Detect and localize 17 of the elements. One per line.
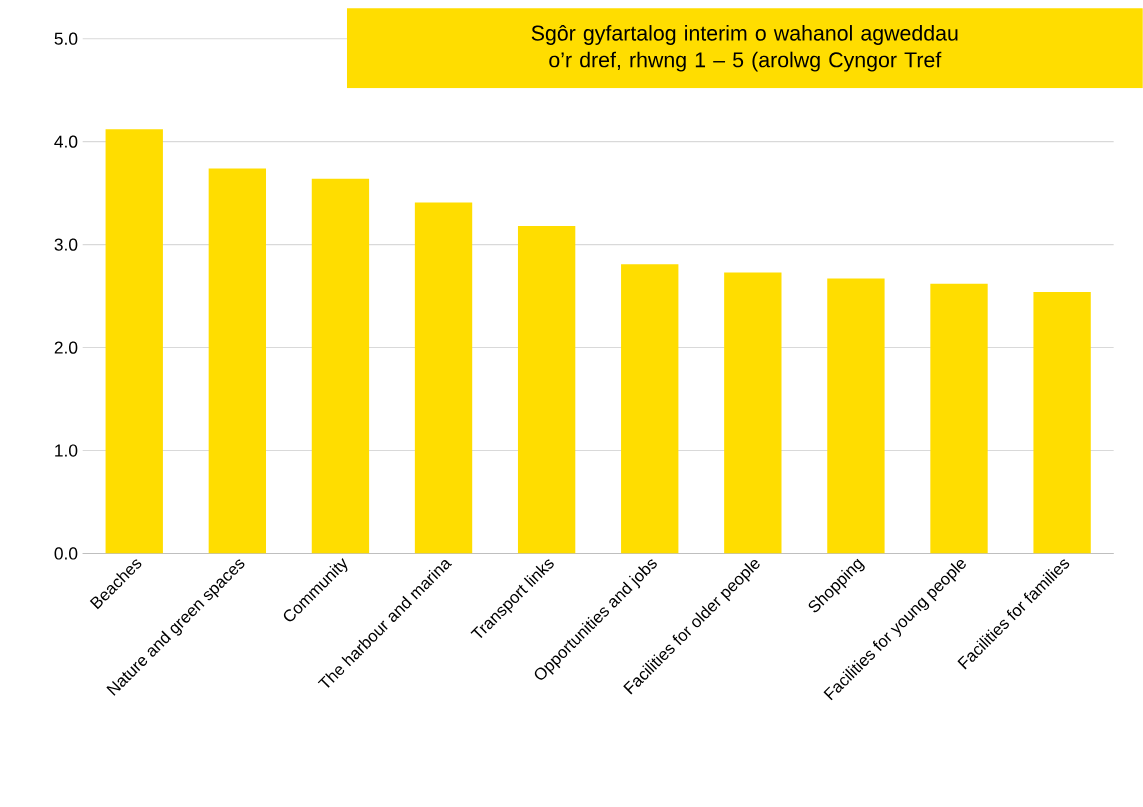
chart-title: Sgôr gyfartalog interim o wahanol agweddau o’r dref, rhwng 1 – 5 (arolwg Cyngor Tref <box>531 24 958 72</box>
y-tick-label: 2.0 <box>54 341 78 354</box>
bar <box>208 168 267 554</box>
bar <box>724 272 782 554</box>
bar <box>414 202 473 554</box>
bar <box>1033 292 1091 554</box>
y-tick-label: 0.0 <box>54 547 78 560</box>
bar <box>517 226 576 554</box>
bar <box>105 129 163 554</box>
bar <box>621 264 679 554</box>
y-tick-label: 5.0 <box>54 32 78 45</box>
bar <box>930 283 988 554</box>
y-tick-label: 4.0 <box>54 135 78 148</box>
bar <box>311 178 370 554</box>
y-tick-label: 3.0 <box>54 238 78 251</box>
bar <box>827 278 885 554</box>
y-tick-label: 1.0 <box>55 444 78 457</box>
